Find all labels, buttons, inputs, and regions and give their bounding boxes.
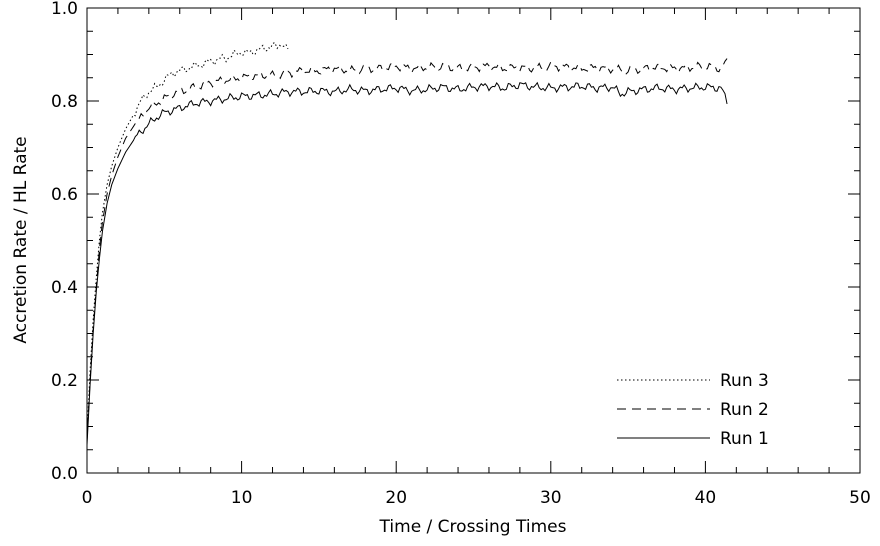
legend-label: Run 3 [720,371,769,391]
y-tick-label: 1.0 [51,0,78,19]
x-tick-label: 50 [849,488,871,508]
y-tick-label: 0.2 [51,371,78,391]
x-tick-label: 40 [695,488,717,508]
y-axis-label: Accretion Rate / HL Rate [11,136,31,343]
y-tick-label: 0.8 [51,92,78,112]
series-line-run-2 [86,58,728,441]
series-line-run-1 [86,81,728,446]
legend-label: Run 2 [720,400,769,420]
x-tick-label: 10 [231,488,253,508]
x-tick-label: 0 [82,488,93,508]
y-tick-label: 0.0 [51,464,78,484]
legend: Run 3 Run 2 Run 1 [617,371,769,449]
x-tick-label: 20 [385,488,407,508]
axis-ticks: 0 10 20 30 40 50 0.0 0.2 0.4 0.6 0.8 1.0 [51,0,871,508]
y-tick-label: 0.4 [51,278,78,298]
legend-label: Run 1 [720,429,769,449]
x-tick-label: 30 [540,488,562,508]
series-group [86,41,728,446]
y-tick-label: 0.6 [51,185,78,205]
x-axis-label: Time / Crossing Times [379,517,567,537]
series-line-run-3 [86,41,289,436]
